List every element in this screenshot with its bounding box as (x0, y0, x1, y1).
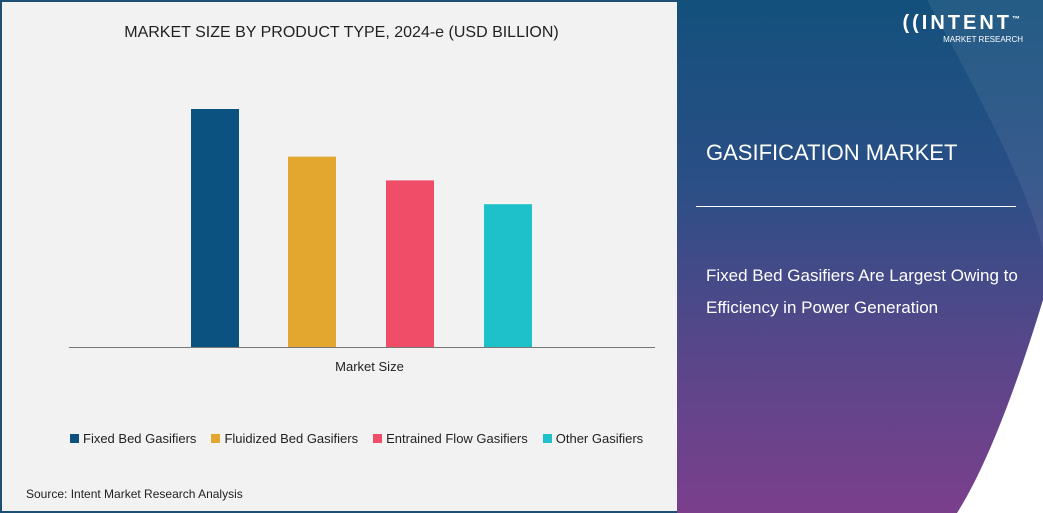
bar-fixed-bed-gasifiers (191, 109, 239, 347)
legend-item: Fixed Bed Gasifiers (70, 431, 196, 446)
wifi-icon: (( (902, 12, 922, 34)
chart-panel: MARKET SIZE BY PRODUCT TYPE, 2024-e (USD… (0, 0, 679, 513)
brand-logo: ((INTENT™ MARKET RESEARCH (902, 12, 1023, 44)
chart-title: MARKET SIZE BY PRODUCT TYPE, 2024-e (USD… (124, 24, 559, 41)
market-description: Fixed Bed Gasifiers Are Largest Owing to… (706, 266, 1018, 317)
bar-fluidized-bed-gasifiers (288, 156, 336, 347)
legend-label: Entrained Flow Gasifiers (386, 431, 528, 446)
bar-other-gasifiers (484, 204, 532, 347)
legend-swatch (542, 434, 552, 443)
divider (696, 206, 1016, 207)
bar-entrained-flow-gasifiers (386, 180, 434, 347)
legend-item: Entrained Flow Gasifiers (373, 431, 528, 446)
source-note: Source: Intent Market Research Analysis (26, 487, 243, 501)
legend-swatch (211, 434, 221, 443)
market-title: GASIFICATION MARKET (706, 140, 958, 165)
legend-swatch (70, 434, 79, 443)
x-axis-label: Market Size (335, 359, 404, 374)
legend-label: Fixed Bed Gasifiers (83, 431, 197, 446)
bar-chart (69, 109, 655, 348)
legend-item: Other Gasifiers (542, 431, 644, 446)
info-panel: ((INTENT™ MARKET RESEARCH GASIFICATION M… (677, 0, 1043, 513)
decorative-curve (927, 0, 1043, 513)
legend-item: Fluidized Bed Gasifiers (211, 431, 358, 446)
legend: Fixed Bed Gasifiers Fluidized Bed Gasifie… (70, 431, 643, 446)
legend-label: Other Gasifiers (555, 431, 644, 446)
legend-swatch (373, 434, 383, 443)
legend-label: Fluidized Bed Gasifiers (224, 431, 359, 446)
